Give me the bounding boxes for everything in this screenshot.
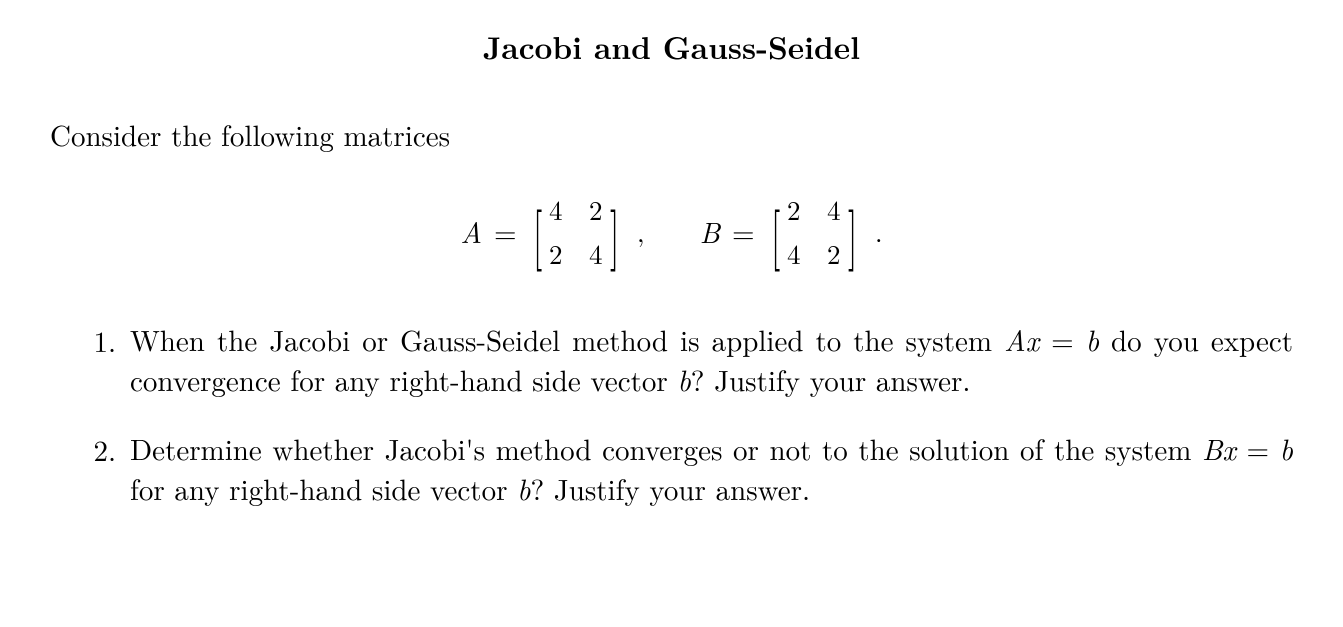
matrix-cell: 4: [786, 234, 802, 272]
matrix-a: [ 4 2 2 4 ]: [529, 190, 624, 272]
text-segment: for any right-hand side vector: [130, 468, 517, 509]
trailing-punct: ,: [637, 212, 645, 250]
equals-sign: =: [732, 211, 755, 252]
item-body: When the Jacobi or Gauss-Seidel method i…: [130, 320, 1293, 399]
left-bracket-icon: [: [532, 203, 541, 259]
matrix-a-name: A: [460, 211, 482, 252]
list-item: 2. Determine whether Jacobi's method con…: [82, 429, 1293, 508]
item-number: 2.: [82, 429, 130, 508]
intro-text: Consider the following matrices: [50, 114, 1293, 155]
question-list: 1. When the Jacobi or Gauss-Seidel metho…: [50, 320, 1293, 509]
matrix-cell: 2: [786, 190, 802, 228]
math-variable: b: [677, 359, 690, 400]
text-segment: ? Justify your answer.: [691, 359, 971, 400]
math-variable: b: [1086, 319, 1099, 360]
right-bracket-icon: ]: [610, 203, 619, 259]
text-segment: Determine whether Jacobi's method conver…: [130, 428, 1202, 469]
text-segment: When the Jacobi or Gauss-Seidel method i…: [130, 319, 1004, 360]
matrix-b-expression: B = [ 2 4 4 2 ] .: [700, 190, 883, 272]
matrix-cell: 2: [826, 234, 842, 272]
math-variable: Ax: [1004, 319, 1039, 360]
matrix-b-name: B: [700, 211, 720, 252]
equals-sign: =: [494, 211, 517, 252]
item-body: Determine whether Jacobi's method conver…: [130, 429, 1293, 508]
text-segment: =: [1039, 319, 1086, 360]
matrix-cell: 2: [548, 234, 564, 272]
text-segment: =: [1236, 428, 1280, 469]
matrix-b: [ 2 4 4 2 ]: [767, 190, 862, 272]
math-variable: b: [517, 468, 530, 509]
math-variable: Bx: [1202, 428, 1236, 469]
page-title: Jacobi and Gauss-Seidel: [50, 25, 1293, 69]
matrix-definitions: A = [ 4 2 2 4 ] , B = [ 2 4 4 2 ] .: [50, 190, 1293, 272]
math-variable: b: [1280, 428, 1293, 469]
list-item: 1. When the Jacobi or Gauss-Seidel metho…: [82, 320, 1293, 399]
item-number: 1.: [82, 320, 130, 399]
matrix-cell: 2: [588, 190, 604, 228]
matrix-a-expression: A = [ 4 2 2 4 ] ,: [460, 190, 644, 272]
right-bracket-icon: ]: [848, 203, 857, 259]
matrix-b-body: 2 4 4 2: [784, 190, 844, 272]
matrix-cell: 4: [548, 190, 564, 228]
text-segment: ? Justify your answer.: [530, 468, 810, 509]
matrix-cell: 4: [588, 234, 604, 272]
matrix-a-body: 4 2 2 4: [546, 190, 606, 272]
trailing-punct: .: [875, 212, 883, 250]
left-bracket-icon: [: [770, 203, 779, 259]
matrix-cell: 4: [826, 190, 842, 228]
